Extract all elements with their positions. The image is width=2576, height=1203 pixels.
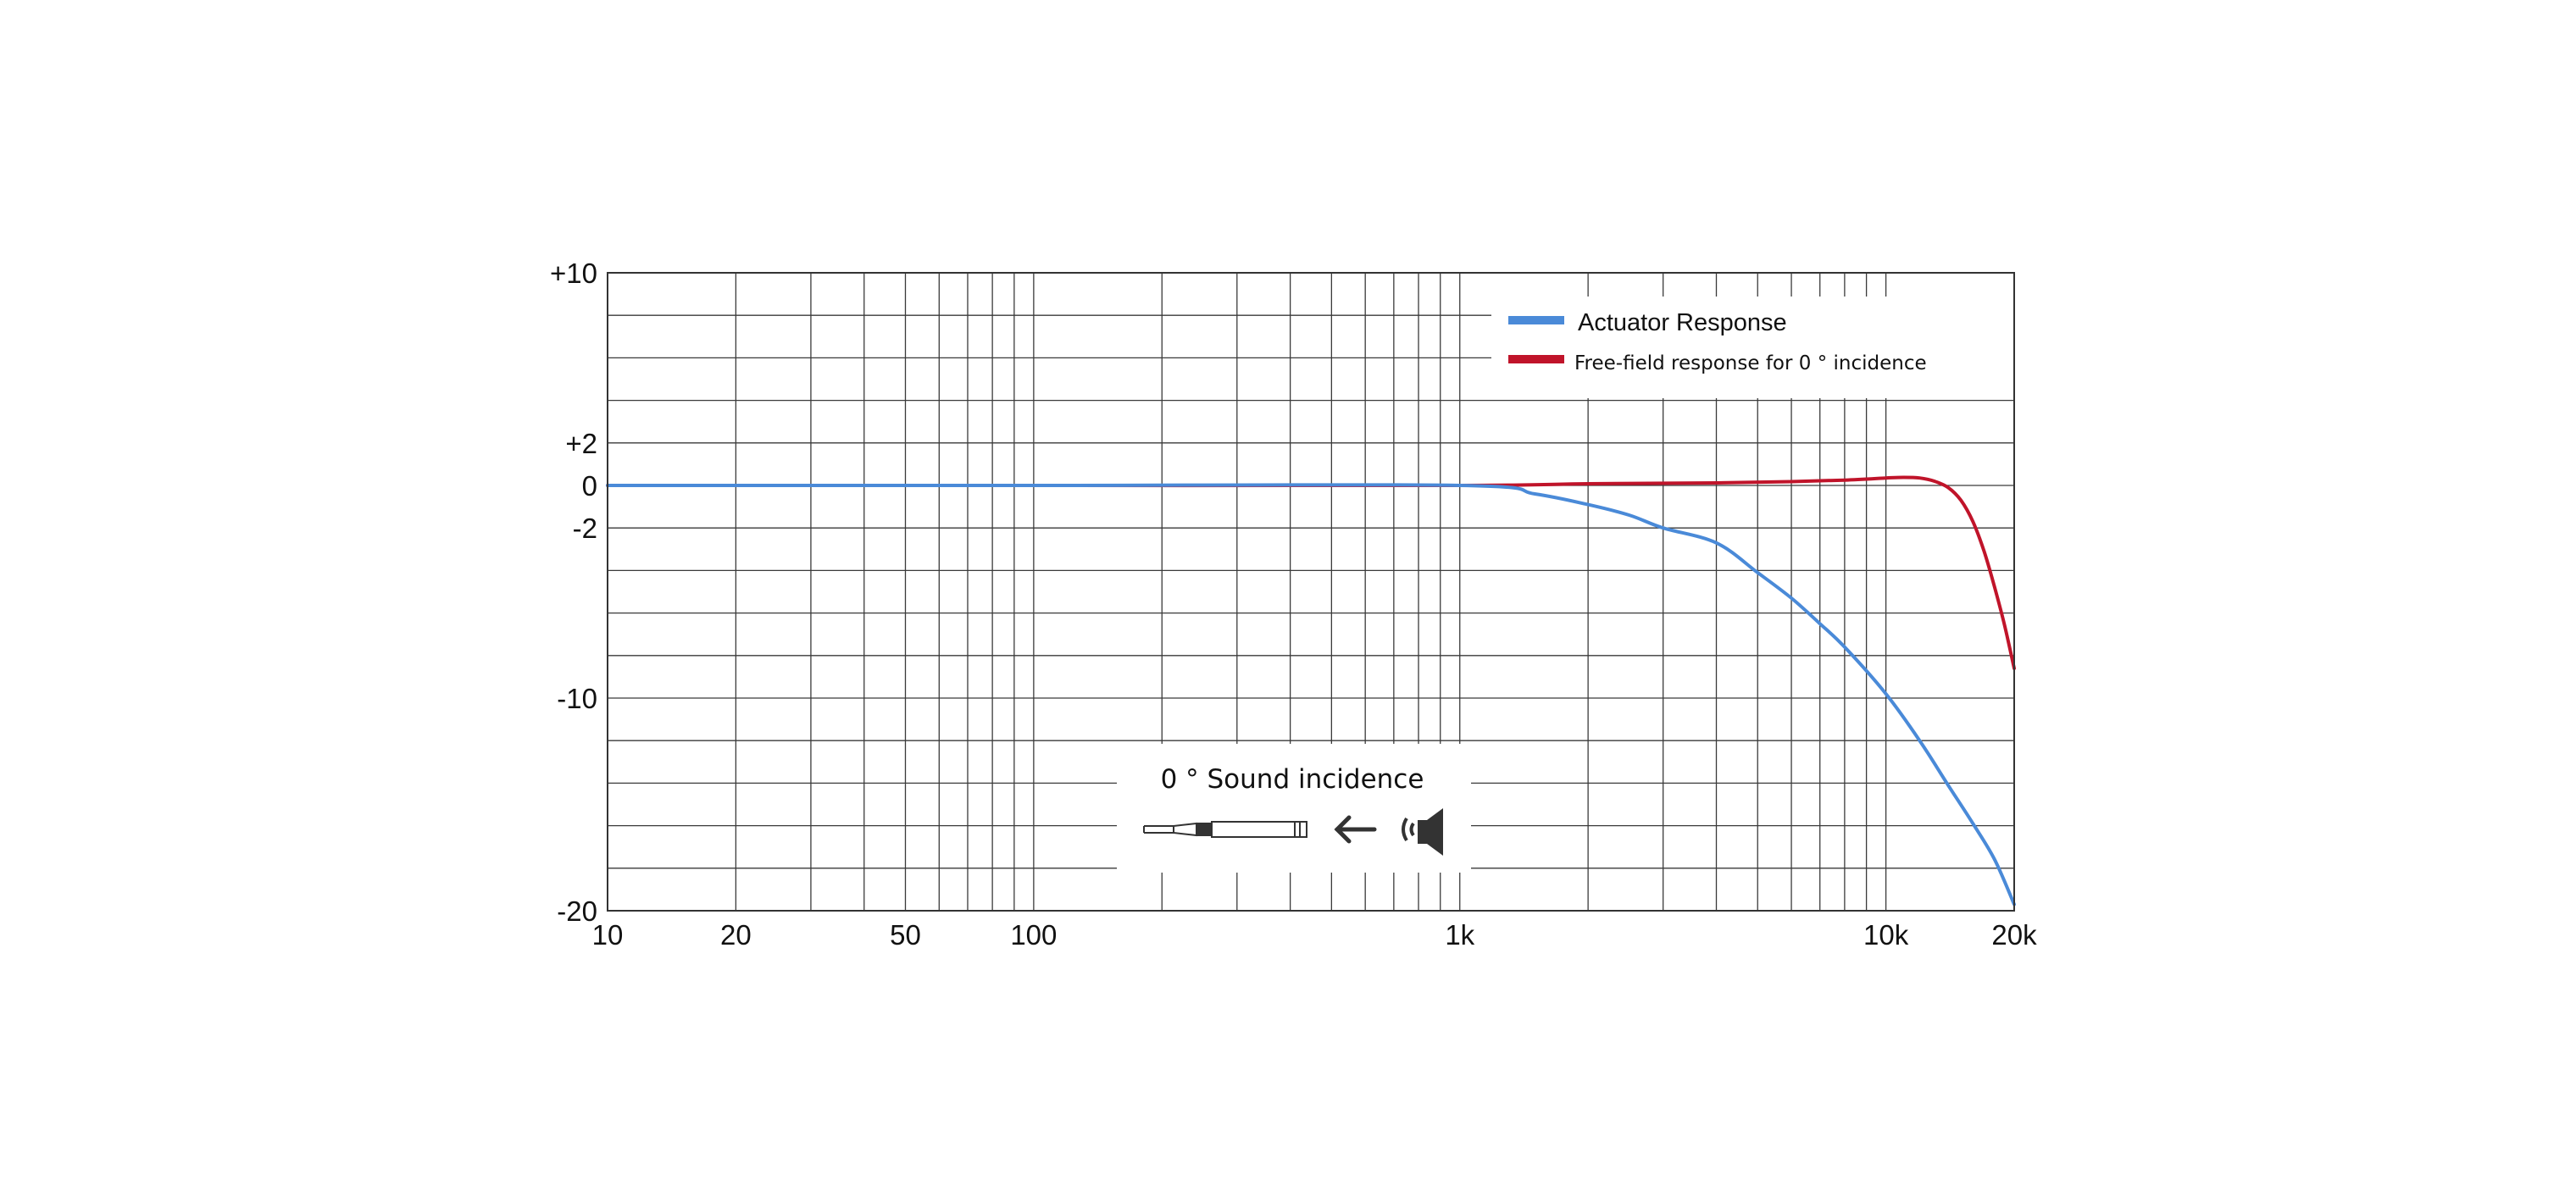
inset-background xyxy=(1117,744,1471,873)
legend: Actuator Response Free-field response fo… xyxy=(1491,297,2017,398)
x-tick-label: 100 xyxy=(1010,919,1057,951)
y-tick-label: 0 xyxy=(582,470,597,502)
series-line-free-field xyxy=(606,475,2016,670)
series-layer xyxy=(606,475,2016,906)
inset-title: 0 ° Sound incidence xyxy=(1161,764,1424,795)
sound-incidence-inset: 0 ° Sound incidence xyxy=(1117,744,1471,873)
plot-frame xyxy=(607,272,2015,912)
legend-background xyxy=(1491,297,2017,398)
x-tick-label: 10 xyxy=(592,919,624,951)
x-tick-label: 50 xyxy=(890,919,921,951)
legend-label-actuator: Actuator Response xyxy=(1578,309,1787,336)
tick-labels: 10 20 50 100 1k 10k 20k +10 +2 0 -2 -10 -20 xyxy=(550,258,2037,951)
arrow-left-icon xyxy=(1334,815,1377,844)
x-tick-label: 20 xyxy=(720,919,752,951)
y-tick-label: +2 xyxy=(565,428,597,459)
y-tick-label: -20 xyxy=(557,895,597,927)
x-tick-label: 20k xyxy=(1991,919,2037,951)
speaker-icon xyxy=(1402,808,1443,856)
legend-label-free-field: Free-field response for 0 ° incidence xyxy=(1574,352,1927,374)
microphone-icon xyxy=(1143,821,1307,838)
series-line-actuator xyxy=(606,483,2016,906)
x-tick-label: 10k xyxy=(1863,919,1909,951)
x-tick-label: 1k xyxy=(1445,919,1474,951)
y-tick-label: -2 xyxy=(573,513,597,544)
y-tick-label: +10 xyxy=(550,258,597,289)
y-tick-label: -10 xyxy=(557,683,597,714)
